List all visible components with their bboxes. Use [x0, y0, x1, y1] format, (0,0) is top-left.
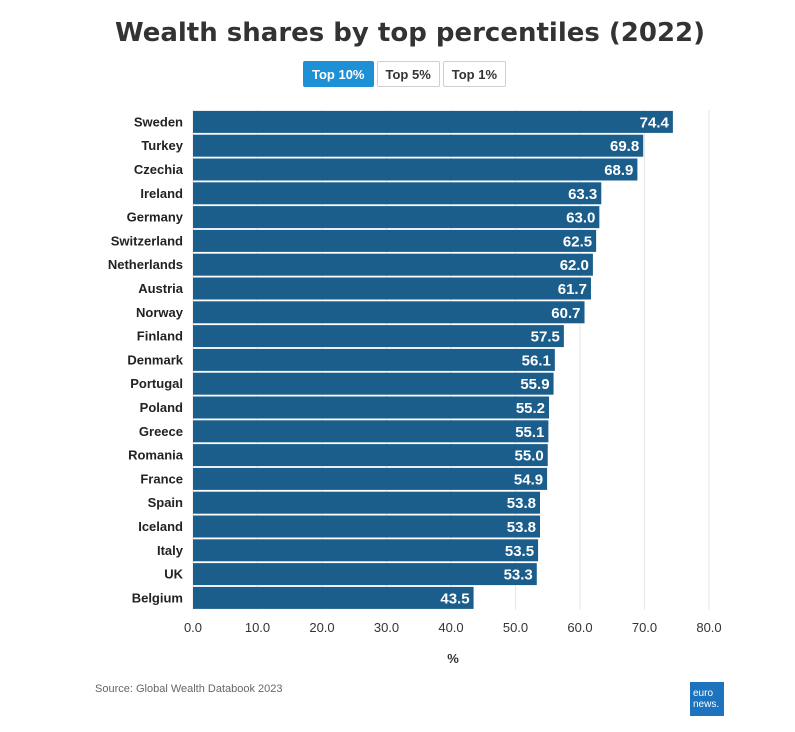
- tab-top-5[interactable]: Top 5%: [376, 61, 440, 87]
- bar[interactable]: [193, 158, 638, 181]
- category-label: Iceland: [138, 519, 183, 534]
- bar[interactable]: [193, 372, 554, 395]
- category-label: Austria: [138, 281, 184, 296]
- category-label: Romania: [128, 448, 184, 463]
- bar[interactable]: [193, 491, 541, 514]
- bar-value-label: 68.9: [604, 162, 633, 179]
- category-label: Spain: [148, 495, 183, 510]
- bar-value-label: 63.0: [566, 210, 595, 227]
- bar[interactable]: [193, 563, 537, 586]
- x-tick-label: 80.0: [696, 620, 721, 635]
- source-note: Source: Global Wealth Databook 2023: [95, 683, 283, 695]
- bar[interactable]: [193, 277, 591, 300]
- bar-value-label: 53.5: [505, 543, 534, 560]
- category-label: Poland: [140, 400, 183, 415]
- bar-value-label: 56.1: [522, 352, 551, 369]
- euronews-logo[interactable]: euro news.: [690, 682, 724, 716]
- category-label: France: [140, 471, 183, 486]
- bar[interactable]: [193, 420, 549, 443]
- bar-value-label: 57.5: [531, 329, 560, 346]
- bar-value-label: 62.5: [563, 233, 592, 250]
- category-label: Sweden: [134, 114, 183, 129]
- bar-value-label: 53.8: [507, 519, 536, 536]
- bar-value-label: 53.3: [504, 567, 533, 584]
- bar-value-label: 55.0: [515, 448, 544, 465]
- x-tick-label: 70.0: [632, 620, 657, 635]
- bar-value-label: 62.0: [560, 257, 589, 274]
- bar-value-label: 63.3: [568, 186, 597, 203]
- bar-value-label: 60.7: [551, 305, 580, 322]
- bar[interactable]: [193, 229, 597, 252]
- bar[interactable]: [193, 301, 585, 324]
- bar-value-label: 69.8: [610, 138, 639, 155]
- category-label: Denmark: [127, 352, 183, 367]
- bar[interactable]: [193, 586, 474, 609]
- x-tick-label: 40.0: [438, 620, 463, 635]
- category-label: Portugal: [130, 376, 183, 391]
- bar[interactable]: [193, 396, 550, 419]
- category-label: Belgium: [132, 590, 183, 605]
- bar-value-label: 53.8: [507, 495, 536, 512]
- bar[interactable]: [193, 467, 548, 490]
- category-label: Germany: [127, 210, 184, 225]
- bar[interactable]: [193, 206, 600, 229]
- x-tick-label: 50.0: [503, 620, 528, 635]
- bar[interactable]: [193, 134, 644, 157]
- bar-value-label: 74.4: [640, 114, 670, 131]
- category-label: Italy: [157, 543, 184, 558]
- bar[interactable]: [193, 539, 539, 562]
- bar-value-label: 55.2: [516, 400, 545, 417]
- x-tick-label: 10.0: [245, 620, 270, 635]
- bar[interactable]: [193, 348, 555, 371]
- bar-value-label: 54.9: [514, 471, 543, 488]
- bar[interactable]: [193, 182, 602, 205]
- category-label: UK: [164, 567, 183, 582]
- category-label: Czechia: [134, 162, 184, 177]
- bar[interactable]: [193, 253, 593, 276]
- logo-line-2: news.: [693, 699, 720, 710]
- category-label: Switzerland: [111, 233, 183, 248]
- chart-title: Wealth shares by top percentiles (2022): [114, 18, 706, 48]
- bar[interactable]: [193, 444, 548, 467]
- bar[interactable]: [193, 110, 673, 133]
- x-tick-label: 60.0: [567, 620, 592, 635]
- tab-top-1[interactable]: Top 1%: [442, 61, 507, 87]
- bar-value-label: 55.1: [515, 424, 544, 441]
- x-axis-title: %: [447, 651, 459, 666]
- category-label: Greece: [139, 424, 183, 439]
- bar-value-label: 61.7: [558, 281, 587, 298]
- x-tick-label: 0.0: [184, 620, 202, 635]
- bar-value-label: 43.5: [440, 590, 469, 607]
- bar[interactable]: [193, 325, 564, 348]
- category-label: Ireland: [140, 186, 183, 201]
- bar[interactable]: [193, 515, 541, 538]
- x-tick-label: 20.0: [309, 620, 334, 635]
- percentile-tabs: Top 10% Top 5% Top 1%: [303, 61, 507, 87]
- category-label: Norway: [136, 305, 184, 320]
- tab-top-10[interactable]: Top 10%: [303, 61, 374, 87]
- logo-line-1: euro: [693, 688, 714, 699]
- bar-value-label: 55.9: [520, 376, 549, 393]
- category-label: Finland: [137, 329, 183, 344]
- x-tick-label: 30.0: [374, 620, 399, 635]
- category-label: Netherlands: [108, 257, 183, 272]
- category-label: Turkey: [141, 138, 183, 153]
